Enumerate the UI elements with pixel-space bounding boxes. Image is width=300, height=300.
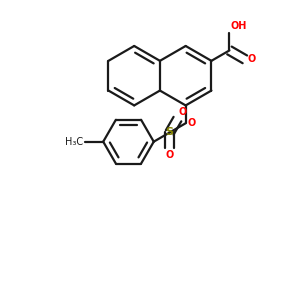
Text: S: S (166, 128, 174, 137)
Text: O: O (247, 54, 256, 64)
Text: O: O (166, 150, 174, 160)
Text: O: O (178, 107, 187, 117)
Text: O: O (188, 118, 196, 128)
Text: H₃C: H₃C (65, 137, 84, 147)
Text: OH: OH (231, 20, 247, 31)
